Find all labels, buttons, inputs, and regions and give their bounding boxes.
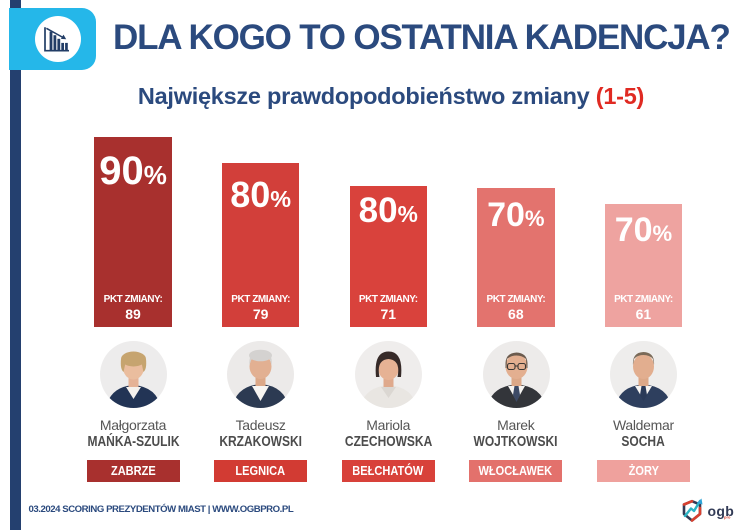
svg-text:pro: pro [724,515,731,520]
svg-text:ogb: ogb [708,503,735,519]
